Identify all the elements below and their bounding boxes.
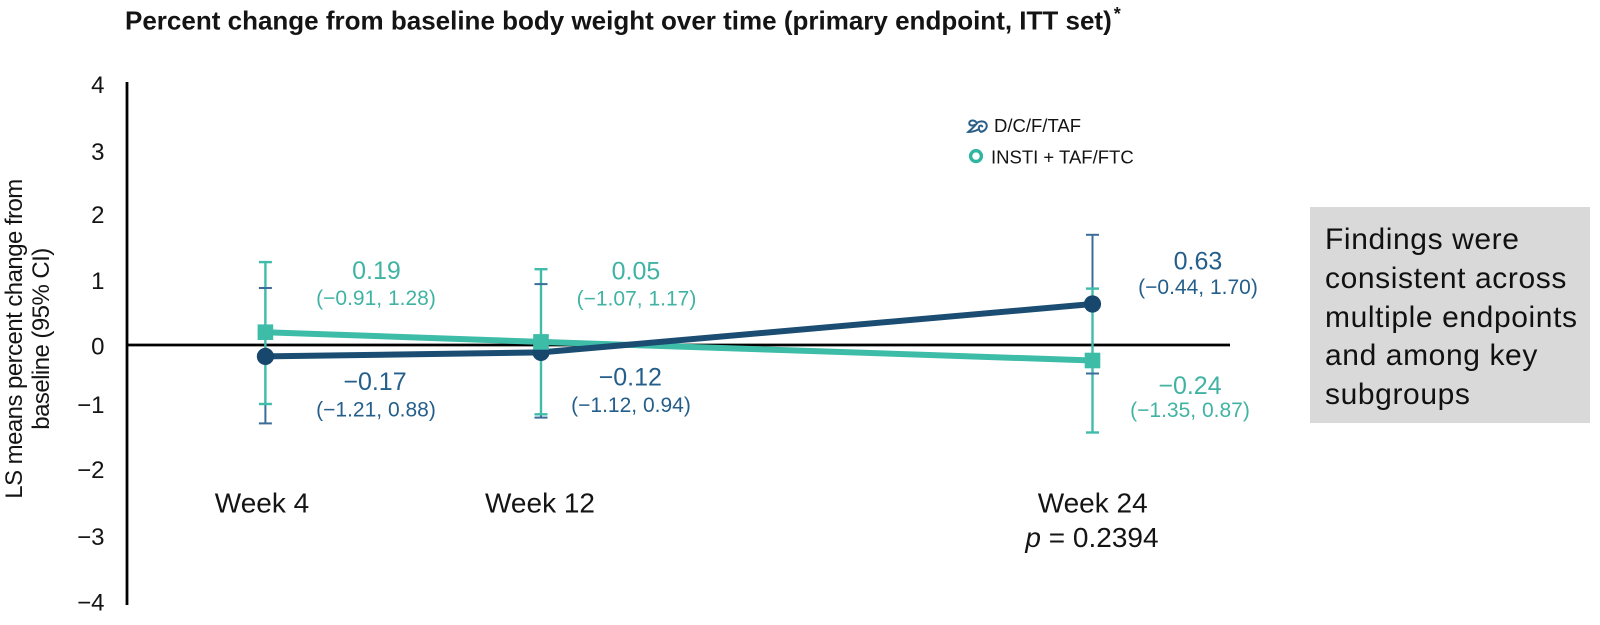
svg-text:0: 0 xyxy=(91,333,104,360)
svg-text:0.63: 0.63 xyxy=(1174,247,1223,275)
svg-text:−0.17: −0.17 xyxy=(343,368,406,396)
svg-text:−0.12: −0.12 xyxy=(599,364,662,392)
svg-text:p = 0.2394: p = 0.2394 xyxy=(1024,522,1158,553)
svg-text:(−1.12, 0.94): (−1.12, 0.94) xyxy=(571,394,691,417)
svg-text:(−1.21, 0.88): (−1.21, 0.88) xyxy=(316,399,436,422)
svg-text:3: 3 xyxy=(91,139,104,166)
svg-text:D/C/F/TAF: D/C/F/TAF xyxy=(994,115,1081,136)
svg-text:−3: −3 xyxy=(77,524,104,551)
svg-text:−2: −2 xyxy=(77,457,104,484)
svg-text:(−0.91, 1.28): (−0.91, 1.28) xyxy=(316,287,436,310)
svg-text:−1: −1 xyxy=(77,392,104,419)
svg-text:−0.24: −0.24 xyxy=(1158,372,1221,400)
svg-text:(−1.07, 1.17): (−1.07, 1.17) xyxy=(577,288,697,311)
svg-text:4: 4 xyxy=(91,72,104,99)
svg-text:−4: −4 xyxy=(77,589,104,616)
svg-text:(−0.44, 1.70): (−0.44, 1.70) xyxy=(1138,276,1258,299)
svg-text:Week 24: Week 24 xyxy=(1038,488,1148,519)
svg-text:0.19: 0.19 xyxy=(352,257,401,285)
svg-text:1: 1 xyxy=(91,268,104,295)
svg-text:(−1.35, 0.87): (−1.35, 0.87) xyxy=(1130,399,1250,422)
svg-text:Week 12: Week 12 xyxy=(485,488,595,519)
svg-text:Week 4: Week 4 xyxy=(215,488,309,519)
svg-text:2: 2 xyxy=(91,202,104,229)
svg-text:INSTI + TAF/FTC: INSTI + TAF/FTC xyxy=(991,146,1134,167)
svg-text:0.05: 0.05 xyxy=(612,258,661,286)
